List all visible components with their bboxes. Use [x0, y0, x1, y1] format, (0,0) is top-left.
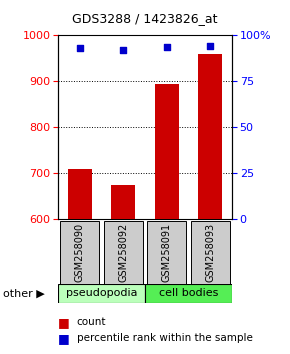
Text: ■: ■ — [58, 332, 70, 344]
FancyBboxPatch shape — [58, 284, 145, 303]
Point — [77, 45, 82, 51]
Text: ■: ■ — [58, 316, 70, 329]
Text: cell bodies: cell bodies — [159, 289, 218, 298]
FancyBboxPatch shape — [60, 221, 99, 284]
FancyBboxPatch shape — [191, 221, 230, 284]
Bar — [111, 185, 135, 219]
FancyBboxPatch shape — [104, 221, 143, 284]
Text: GSM258091: GSM258091 — [162, 223, 172, 282]
Bar — [198, 54, 222, 219]
Text: percentile rank within the sample: percentile rank within the sample — [77, 333, 253, 343]
Text: pseudopodia: pseudopodia — [66, 289, 137, 298]
FancyBboxPatch shape — [145, 284, 232, 303]
Bar — [68, 169, 92, 219]
Text: GSM258093: GSM258093 — [205, 223, 215, 282]
Text: GSM258090: GSM258090 — [75, 223, 85, 282]
Text: GDS3288 / 1423826_at: GDS3288 / 1423826_at — [72, 12, 218, 25]
Bar — [155, 84, 179, 219]
Point — [208, 44, 213, 49]
Text: count: count — [77, 317, 106, 327]
Point — [121, 47, 126, 53]
Point — [164, 45, 169, 50]
Text: GSM258092: GSM258092 — [118, 223, 128, 282]
FancyBboxPatch shape — [147, 221, 186, 284]
Text: other ▶: other ▶ — [3, 289, 45, 298]
